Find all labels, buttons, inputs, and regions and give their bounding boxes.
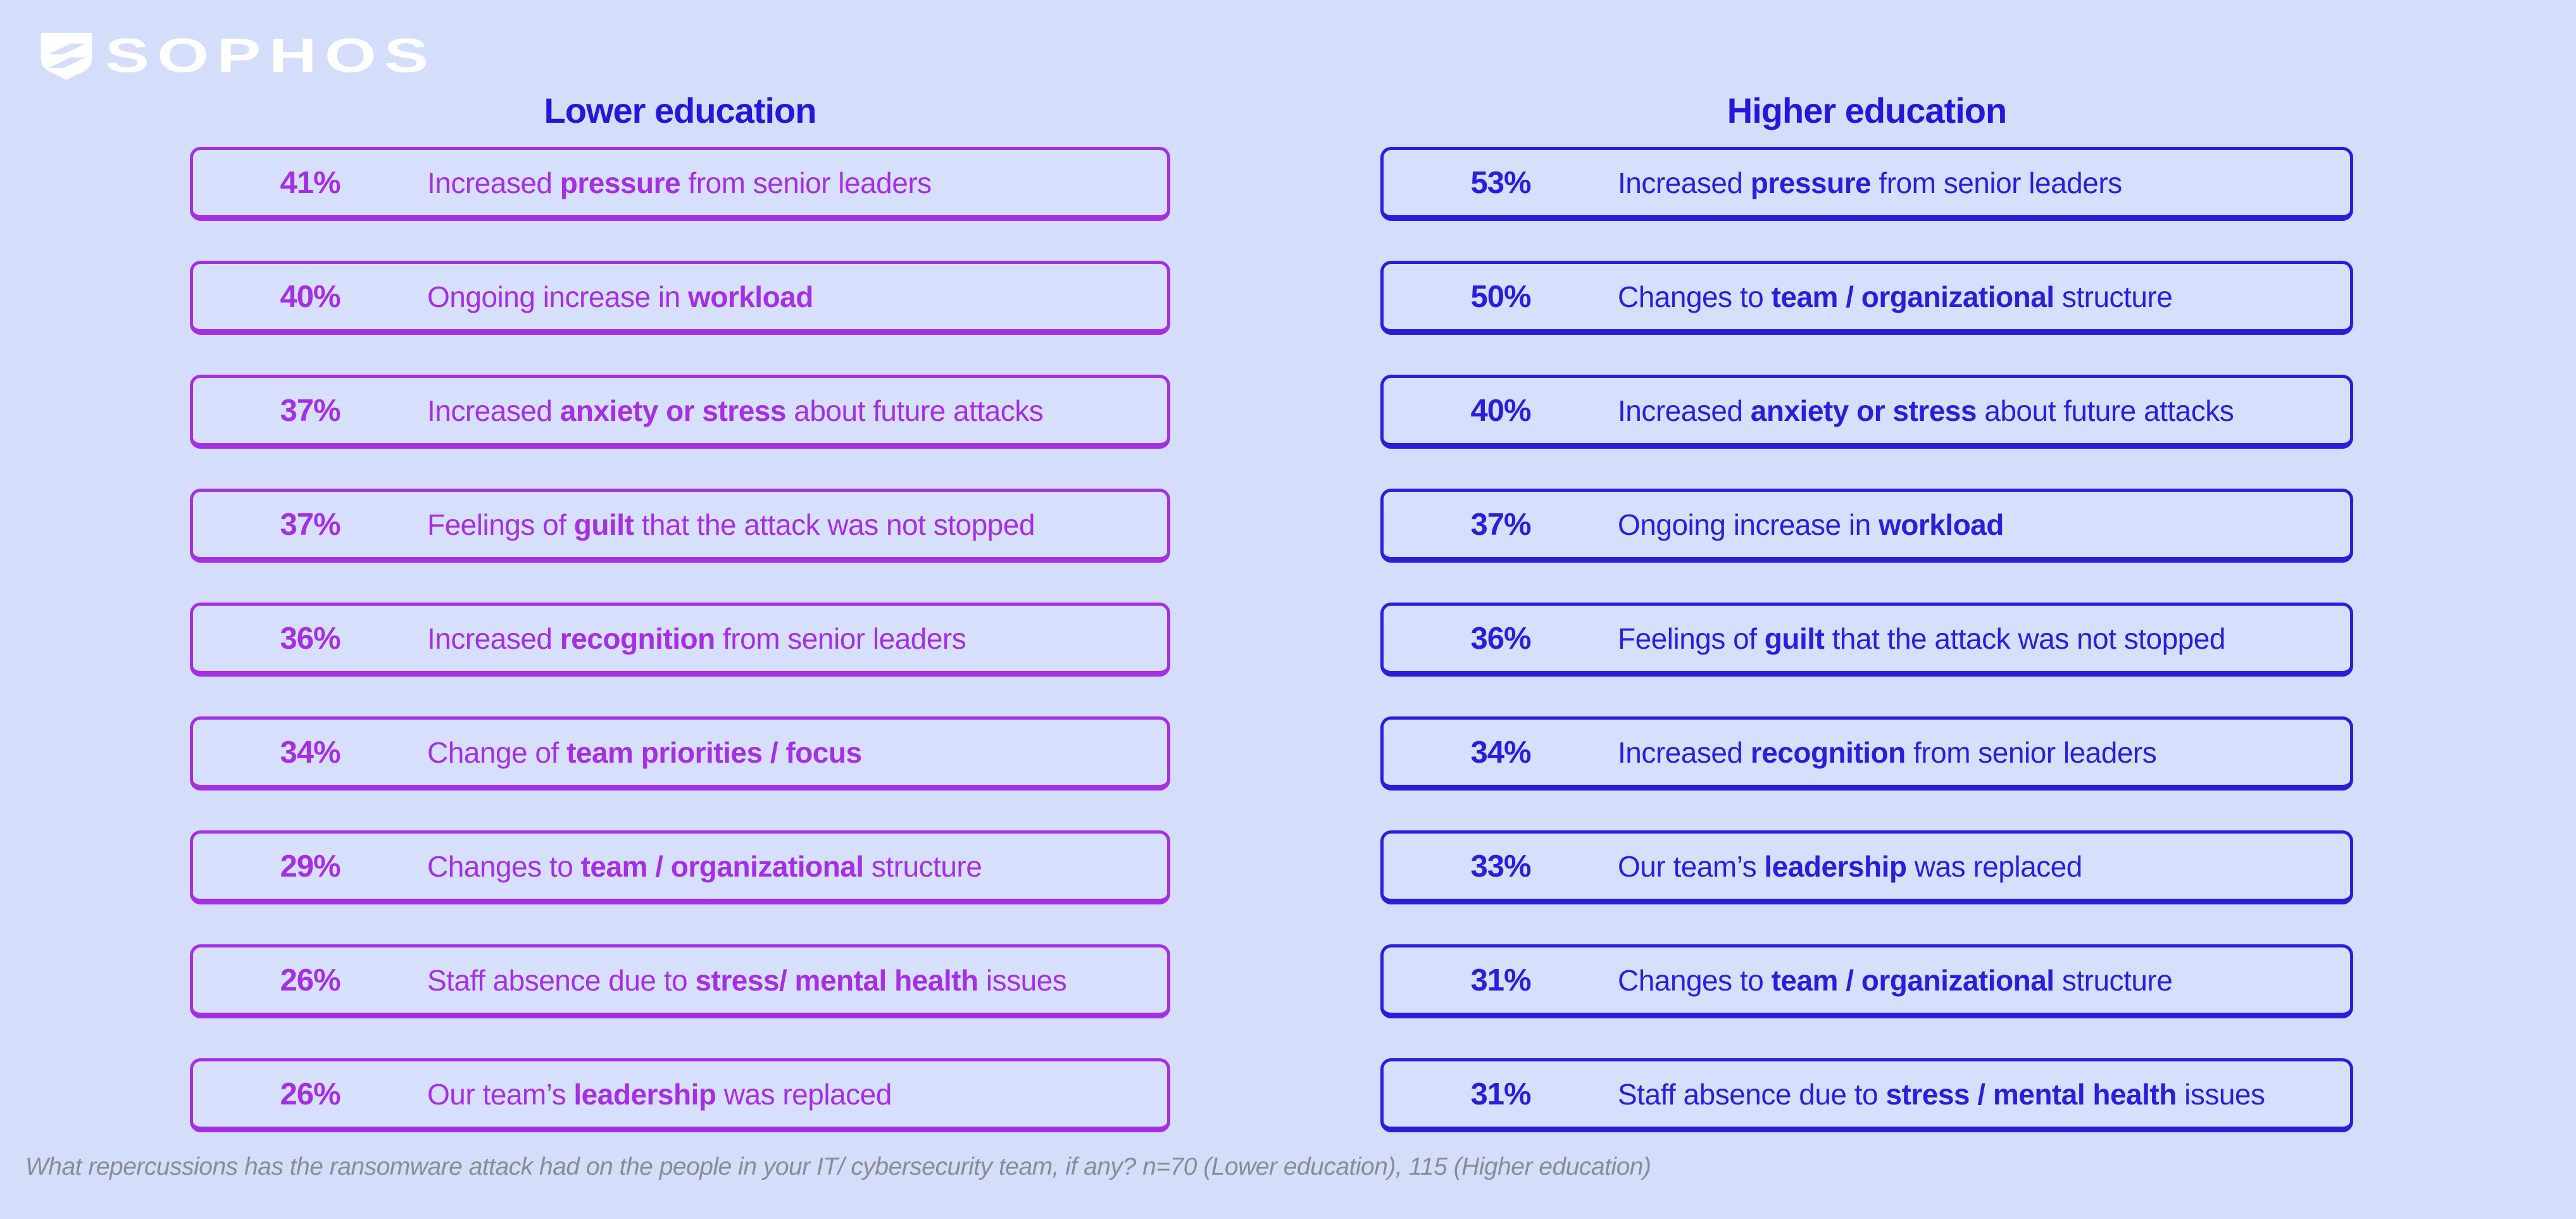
stat-box: 37% Increased anxiety or stress about fut… xyxy=(190,375,1170,449)
stat-percentage: 26% xyxy=(280,1077,341,1111)
stat-label: Increased recognition from senior leader… xyxy=(1618,735,2157,769)
stat-label: Our team’s leadership was replaced xyxy=(427,1077,892,1111)
stat-label: Ongoing increase in workload xyxy=(1618,508,2004,541)
stat-box: 36% Increased recognition from senior lea… xyxy=(190,603,1170,677)
stat-percentage: 29% xyxy=(280,849,341,884)
stat-box: 50% Changes to team / organizational stru… xyxy=(1380,261,2353,335)
stat-box: 40% Ongoing increase in workload xyxy=(190,261,1170,335)
box-list: 41% Increased pressure from senior leader… xyxy=(190,147,1170,1132)
stat-percentage: 36% xyxy=(280,621,341,656)
stat-label: Change of team priorities / focus xyxy=(427,735,862,769)
stat-box: 40% Increased anxiety or stress about fut… xyxy=(1380,375,2353,449)
stat-box: 33% Our team’s leadership was replaced xyxy=(1380,830,2353,904)
stat-label: Increased pressure from senior leaders xyxy=(427,166,932,199)
stat-percentage: 36% xyxy=(1470,621,1531,656)
stat-label: Increased recognition from senior leader… xyxy=(427,622,966,655)
lower-education-column: Lower education 41% Increased pressure fr… xyxy=(190,75,1170,1172)
stat-percentage: 31% xyxy=(1470,1077,1531,1111)
stat-label: Increased anxiety or stress about future… xyxy=(1618,394,2234,427)
stat-box: 34% Increased recognition from senior lea… xyxy=(1380,716,2353,791)
column-title-higher: Higher education xyxy=(1727,91,2007,130)
stat-box: 26% Our team’s leadership was replaced xyxy=(190,1058,1170,1132)
stat-percentage: 50% xyxy=(1470,279,1531,314)
stat-label: Ongoing increase in workload xyxy=(427,280,813,313)
stat-label: Feelings of guilt that the attack was no… xyxy=(427,508,1035,541)
stat-percentage: 53% xyxy=(1470,165,1531,200)
stat-box: 29% Changes to team / organizational stru… xyxy=(190,830,1170,904)
stat-box: 37% Ongoing increase in workload xyxy=(1380,489,2353,563)
stat-label: Changes to team / organizational structu… xyxy=(1618,963,2173,997)
stat-percentage: 33% xyxy=(1470,849,1531,884)
stat-box: 41% Increased pressure from senior leader… xyxy=(190,147,1170,221)
stat-box: 26% Staff absence due to stress/ mental h… xyxy=(190,944,1170,1018)
sophos-shield-icon xyxy=(39,33,94,80)
higher-education-column: Higher education 53% Increased pressure f… xyxy=(1380,75,2353,1172)
stat-percentage: 34% xyxy=(280,735,341,770)
stat-percentage: 37% xyxy=(280,507,341,542)
stat-box: 36% Feelings of guilt that the attack was… xyxy=(1380,603,2353,677)
stat-percentage: 31% xyxy=(1470,963,1531,997)
stat-percentage: 40% xyxy=(280,279,341,314)
stat-label: Increased anxiety or stress about future… xyxy=(427,394,1044,427)
stat-box: 53% Increased pressure from senior leader… xyxy=(1380,147,2353,221)
box-list: 53% Increased pressure from senior leader… xyxy=(1380,147,2353,1132)
stat-label: Increased pressure from senior leaders xyxy=(1618,166,2122,199)
stat-percentage: 26% xyxy=(280,963,341,997)
stat-percentage: 37% xyxy=(280,393,341,428)
column-title-lower: Lower education xyxy=(544,91,817,130)
stat-label: Staff absence due to stress/ mental heal… xyxy=(427,963,1067,997)
survey-question-footnote: What repercussions has the ransomware at… xyxy=(25,1153,1651,1180)
sophos-wordmark: SOPHOS xyxy=(105,29,437,83)
stat-percentage: 34% xyxy=(1470,735,1531,770)
stat-percentage: 37% xyxy=(1470,507,1531,542)
stat-box: 34% Change of team priorities / focus xyxy=(190,716,1170,791)
stat-box: 37% Feelings of guilt that the attack was… xyxy=(190,489,1170,563)
stat-label: Our team’s leadership was replaced xyxy=(1618,849,2082,883)
stat-label: Changes to team / organizational structu… xyxy=(1618,280,2173,313)
stat-percentage: 40% xyxy=(1470,393,1531,428)
stat-label: Staff absence due to stress / mental hea… xyxy=(1618,1077,2265,1111)
sophos-logo: SOPHOS xyxy=(39,32,428,80)
stat-box: 31% Changes to team / organizational stru… xyxy=(1380,944,2353,1018)
stat-label: Changes to team / organizational structu… xyxy=(427,849,982,883)
stat-percentage: 41% xyxy=(280,165,341,200)
stat-box: 31% Staff absence due to stress / mental … xyxy=(1380,1058,2353,1132)
stat-label: Feelings of guilt that the attack was no… xyxy=(1618,622,2225,655)
